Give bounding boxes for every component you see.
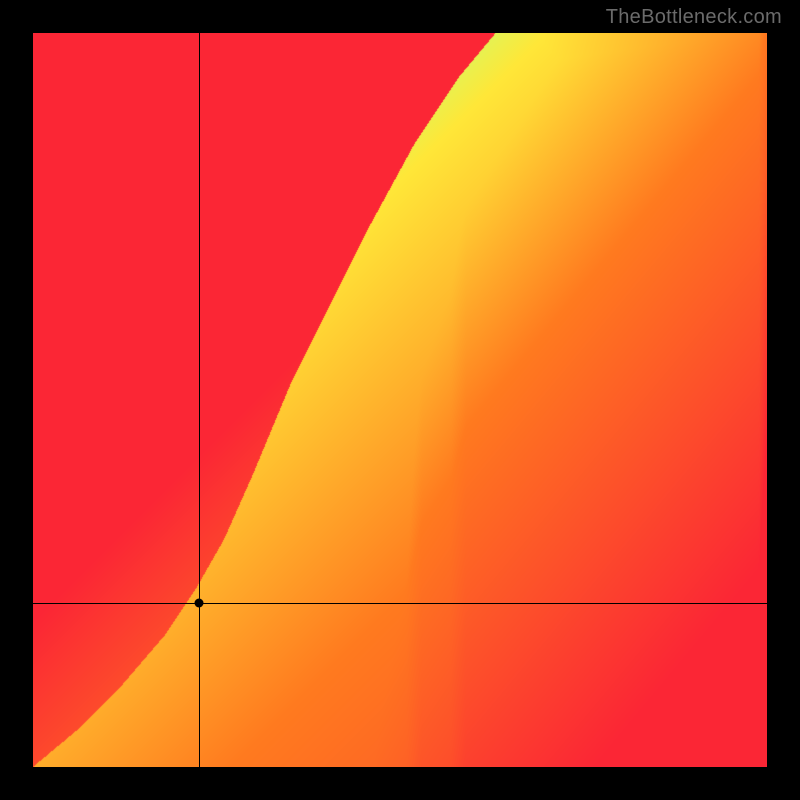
bottleneck-heatmap: [33, 33, 767, 767]
crosshair-vertical: [199, 33, 200, 767]
watermark-text: TheBottleneck.com: [606, 6, 782, 29]
crosshair-marker: [194, 599, 203, 608]
crosshair-horizontal: [33, 603, 767, 604]
chart-container: TheBottleneck.com: [0, 0, 800, 800]
